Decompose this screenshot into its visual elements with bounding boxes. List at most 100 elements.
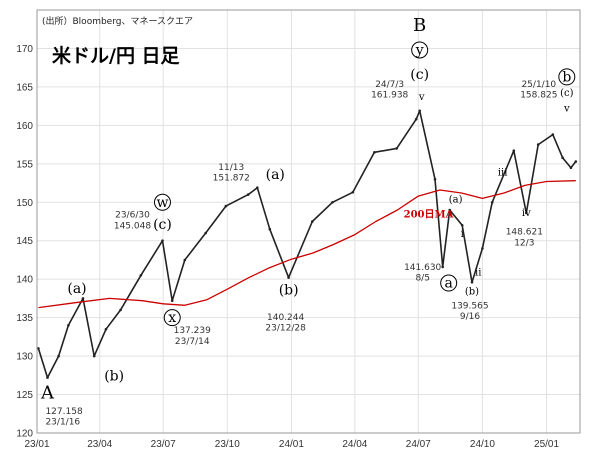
wave-label: (b) [104,369,124,385]
grid [36,10,580,434]
y-tick-label: 160 [16,121,33,132]
annotation-date: 8/5 [415,274,429,284]
annotation-date: 23/1/16 [45,418,80,428]
price-point [139,274,143,277]
price-point [287,276,290,279]
annotation-date: 23/12/28 [265,324,306,334]
wave-label-small: v [563,104,570,115]
price-point [448,208,452,212]
circled-label: w [156,195,168,211]
circle-marker [163,309,181,327]
price-point [37,347,40,350]
x-axis: 23/01 23/04 23/07 23/10 24/01 24/04 24/07 24/10… [24,439,559,450]
price-point [574,160,578,163]
price-point [536,143,540,146]
circle-marker [440,274,458,292]
wave-label-A: A [40,382,55,403]
price-point [183,258,187,262]
annotation-date: 23/6/30 [115,211,150,221]
price-point [441,265,445,269]
circled-label: a [445,276,453,292]
y-tick-label: 125 [16,390,33,401]
x-tick-label: 23/01 [24,439,49,450]
annotation-value: 145.048 [114,221,151,231]
x-tick-label: 24/10 [470,439,495,450]
price-point [81,297,85,300]
x-tick-label: 24/04 [342,439,367,450]
circled-label: y [415,42,424,58]
wave-label-small: iv [522,208,531,219]
price-point [460,224,464,227]
annotations-layer: A127.15823/1/16(a)(b)w(c)23/6/30145.048x… [40,15,576,428]
wave-circle-y: y [411,41,429,59]
price-point [395,147,399,150]
annotation-value: 141.630 [404,263,441,273]
plot-frame [36,9,581,434]
wave-circle-x: x [163,309,181,327]
price-point [119,308,122,312]
annotation-date: 12/3 [514,238,534,248]
wave-label: (c) [410,67,429,83]
wave-label-small: i [461,229,464,240]
wave-label: (b) [279,283,299,299]
price-point [255,186,259,189]
x-tick-label: 23/04 [87,439,112,450]
wave-label: (c) [560,88,574,99]
annotation-value: 161.938 [371,91,408,101]
annotation-date: 11/13 [218,163,244,173]
annotation-value: 137.239 [174,326,211,336]
circle-marker [558,68,576,86]
chart-source: (出所）Bloomberg、マネースクエア [42,15,193,27]
price-point [224,204,228,208]
y-tick-label: 170 [16,44,33,55]
y-tick-label: 135 [16,313,33,324]
ma200-label: 200日MA [404,209,454,221]
annotation-value: 151.872 [213,174,250,184]
annotation-value: 148.621 [506,228,543,238]
y-axis: 120 125 130 135 140 145 150 155 160 165 170 [16,44,33,440]
price-point [418,109,422,113]
annotation-date: 9/16 [460,312,480,322]
price-point [561,156,564,159]
annotation-value: 127.158 [45,407,82,417]
x-tick-label: 24/01 [279,439,304,450]
y-tick-label: 130 [16,352,33,363]
price-point [414,117,418,121]
wave-circle-w: w [153,193,171,211]
circled-label: x [168,310,176,326]
price-point [569,166,573,169]
price-point [161,239,164,242]
circle-marker [411,41,429,59]
price-point [311,220,314,223]
price-point [170,299,174,303]
wave-label-small: ii [475,267,481,278]
wave-label: (c) [153,217,172,233]
price-point [525,211,528,215]
wave-label-small: iii [498,167,508,178]
wave-circle-b: b [558,68,576,86]
y-tick-label: 155 [16,159,33,170]
x-tick-label: 25/01 [534,439,559,450]
price-point [481,247,484,250]
y-tick-label: 120 [16,429,33,440]
price-point [246,193,250,196]
annotation-date: 25/1/10 [521,80,556,90]
wave-label-B: B [413,15,426,36]
x-tick-label: 23/07 [151,439,176,450]
x-tick-label: 23/10 [215,439,240,450]
series-layer: 200日MA [37,109,578,379]
wave-label: (a) [449,194,463,205]
price-point [268,227,272,231]
annotation-value: 140.244 [267,313,304,323]
x-tick-label: 24/07 [406,439,431,450]
wave-label: (b) [465,287,479,298]
price-point [470,281,474,284]
price-point [351,191,355,194]
annotation-value: 158.825 [520,91,557,101]
price-point [46,376,49,379]
price-point [433,177,437,181]
price-point [104,327,108,331]
ma200-series-line [38,180,576,309]
